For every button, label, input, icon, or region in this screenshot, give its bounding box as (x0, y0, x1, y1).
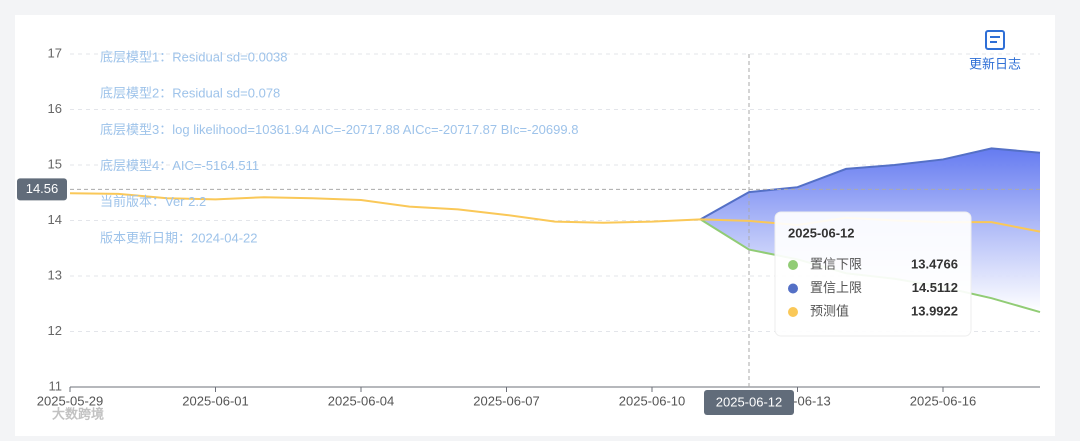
tooltip-marker (788, 283, 798, 294)
y-tick-label: 15 (48, 156, 62, 171)
crosshair-y-label-box (17, 178, 67, 201)
annotation: 底层模型3：log likelihood=10361.94 AIC=-20717… (100, 122, 578, 137)
tooltip-marker (788, 307, 798, 317)
x-tick-label: 2025-06-01 (182, 393, 249, 408)
tooltip-value: 13.4766 (911, 256, 958, 271)
annotation: 当前版本：Ver 2.2 (100, 194, 206, 209)
y-tick-label: 11 (49, 378, 63, 393)
annotation: 底层模型4：AIC=-5164.511 (100, 158, 259, 173)
y-tick-label: 12 (48, 323, 62, 338)
x-tick-label: 2025-06-16 (910, 393, 977, 408)
crosshair-y-label: 14.56 (26, 181, 59, 196)
annotation: 底层模型2：Residual sd=0.078 (100, 86, 280, 101)
annotation: 底层模型1：Residual sd=0.0038 (100, 49, 288, 64)
crosshair-x-label-box (704, 390, 794, 415)
crosshair-x-label: 2025-06-12 (716, 394, 783, 409)
tooltip-title: 2025-06-12 (788, 225, 855, 240)
tooltip-name: 置信下限 (810, 256, 862, 271)
tooltip-name: 预测值 (810, 303, 849, 318)
button-label[interactable]: 更新日志 (969, 56, 1021, 71)
x-tick-label: 2025-06-04 (328, 393, 395, 408)
annotation: 版本更新日期：2024-04-22 (100, 230, 258, 245)
x-tick-label: 2025-06-10 (619, 393, 686, 408)
button-icon[interactable] (985, 30, 1005, 50)
y-tick-label: 14 (48, 212, 62, 227)
tooltip (774, 211, 972, 337)
x-tick-label: 2025-05-29 (37, 393, 104, 408)
tooltip-name: 置信上限 (810, 280, 862, 295)
tooltip-value: 14.5112 (912, 280, 958, 295)
tooltip-marker (788, 260, 798, 270)
tooltip-value: 13.9922 (911, 303, 958, 318)
x-tick-label: 2025-06-07 (473, 393, 540, 408)
y-tick-label: 13 (48, 267, 62, 282)
y-tick-label: 16 (48, 101, 62, 116)
watermark: 大数跨境 (52, 406, 104, 421)
series-line (700, 147, 1041, 221)
y-tick-label: 17 (48, 45, 62, 60)
